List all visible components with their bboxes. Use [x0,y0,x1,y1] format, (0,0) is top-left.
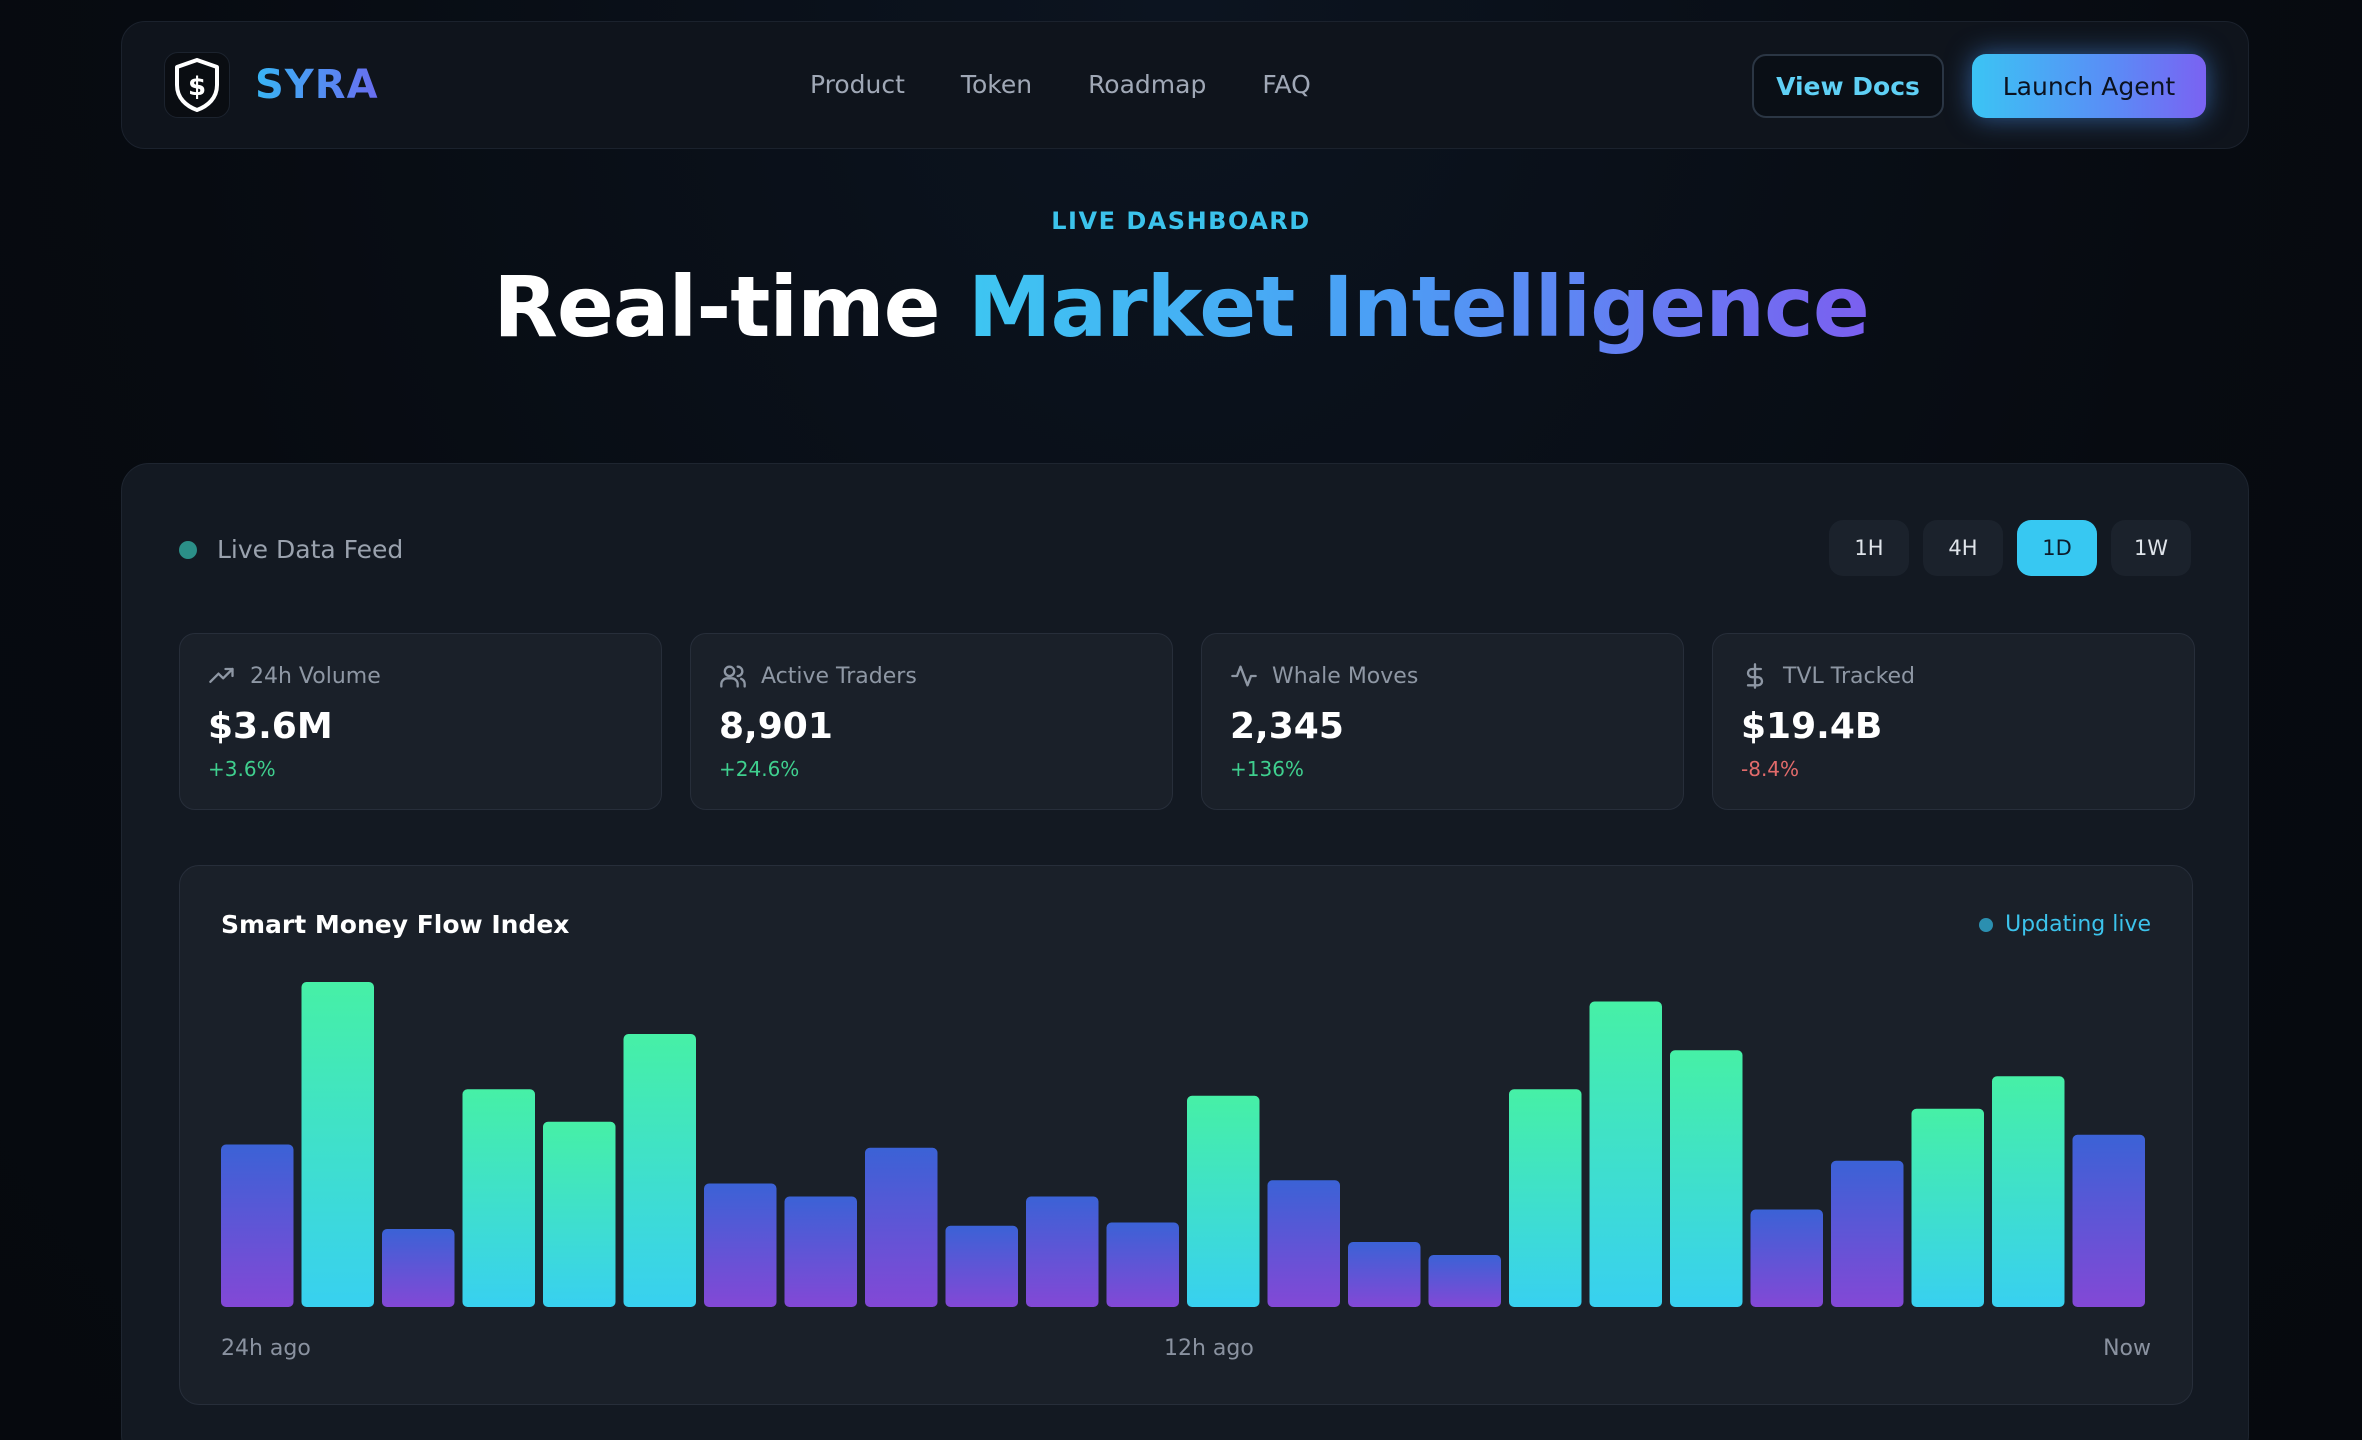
activity-icon [1231,665,1257,687]
chart-bar [623,1034,696,1307]
card-change: +24.6% [719,757,800,781]
chart-bar [221,1144,294,1307]
x-tick-label: 24h ago [221,1336,311,1361]
chart-bar [1187,1095,1260,1307]
chart-bar [704,1183,777,1307]
card-header: Active Traders [719,662,917,690]
shield-dollar-logo-icon[interactable]: $ [164,52,230,118]
page-title: Real-time Market Intelligence [0,258,2362,356]
chart-bar [945,1225,1018,1307]
nav-link-faq[interactable]: FAQ [1262,70,1311,99]
card-header: 24h Volume [208,662,381,690]
chart-bar [301,982,374,1307]
launch-agent-button[interactable]: Launch Agent [1972,54,2206,118]
x-tick-label: 12h ago [1164,1336,1254,1361]
range-1d-button[interactable]: 1D [2017,520,2097,576]
chart-bar [1106,1222,1179,1307]
chart-bar [1509,1089,1582,1307]
title-plain: Real-time [493,258,968,356]
x-tick-label: Now [2103,1336,2151,1361]
status-dot-icon [179,540,197,559]
users-icon [720,665,746,688]
bar-chart [221,982,2145,1307]
svg-text:$: $ [188,72,206,102]
card-label: Whale Moves [1272,663,1419,689]
chart-bar [462,1089,535,1307]
range-1w-button[interactable]: 1W [2111,520,2191,576]
stat-card-whales: Whale Moves 2,345 +136% [1201,633,1684,810]
chart-bar [865,1147,938,1307]
live-label: Updating live [2005,912,2151,937]
chart-bar [1026,1196,1099,1307]
nav-link-token[interactable]: Token [960,70,1033,99]
card-value: 8,901 [719,706,833,747]
chart-bar [1831,1160,1904,1307]
chart-bar [784,1196,857,1307]
card-label: Active Traders [761,663,917,689]
chart-bar [2072,1134,2145,1307]
range-1h-button[interactable]: 1H [1829,520,1909,576]
card-value: 2,345 [1230,706,1344,747]
chart-bar [1750,1209,1823,1307]
feed-label: Live Data Feed [217,535,404,564]
stats-cards: 24h Volume $3.6M +3.6% Active Traders 8,… [179,633,2195,810]
chart-bar [1992,1076,2065,1307]
card-header: Whale Moves [1230,662,1418,690]
chart-bar [1428,1255,1501,1307]
dashboard-panel: Live Data Feed 1H 4H 1D 1W 24h Volume $3… [121,463,2249,1440]
nav-links: Product Token Roadmap FAQ [810,70,1311,99]
chart-bar [1267,1180,1340,1307]
nav-link-roadmap[interactable]: Roadmap [1088,70,1207,99]
live-status: Updating live [1979,912,2151,937]
chart-bar [1348,1242,1421,1307]
brand-name[interactable]: SYRA [255,62,379,108]
chart-bar [543,1121,616,1307]
stat-card-traders: Active Traders 8,901 +24.6% [690,633,1173,810]
chart-title: Smart Money Flow Index [221,910,570,939]
card-change: +136% [1230,757,1304,781]
stat-card-volume: 24h Volume $3.6M +3.6% [179,633,662,810]
view-docs-button[interactable]: View Docs [1752,54,1944,118]
chart-bar [1589,1001,1662,1307]
chart-card: Smart Money Flow Index Updating live [179,865,2193,1405]
trending-up-icon [209,667,234,683]
chart-bar [1911,1108,1984,1307]
chart-bar [382,1229,455,1307]
live-feed-indicator: Live Data Feed [179,535,403,564]
card-label: TVL Tracked [1783,663,1916,689]
live-dot-icon [1979,917,1994,932]
card-change: +3.6% [208,757,276,781]
card-change: -8.4% [1741,757,1800,781]
chart-bar [1670,1050,1743,1307]
card-label: 24h Volume [250,663,381,689]
card-value: $19.4B [1741,706,1883,747]
title-gradient: Market Intelligence [967,258,1870,356]
card-header: TVL Tracked [1741,662,1915,690]
card-value: $3.6M [208,706,333,747]
section-eyebrow: LIVE DASHBOARD [1051,207,1311,235]
top-navbar: $ SYRA Product Token Roadmap FAQ View Do… [121,21,2249,149]
stat-card-tvl: TVL Tracked $19.4B -8.4% [1712,633,2195,810]
time-range-selector: 1H 4H 1D 1W [1829,520,2191,576]
chart-bars [221,982,2145,1307]
dollar-icon [1746,663,1764,689]
nav-link-product[interactable]: Product [810,70,905,99]
range-4h-button[interactable]: 4H [1923,520,2003,576]
